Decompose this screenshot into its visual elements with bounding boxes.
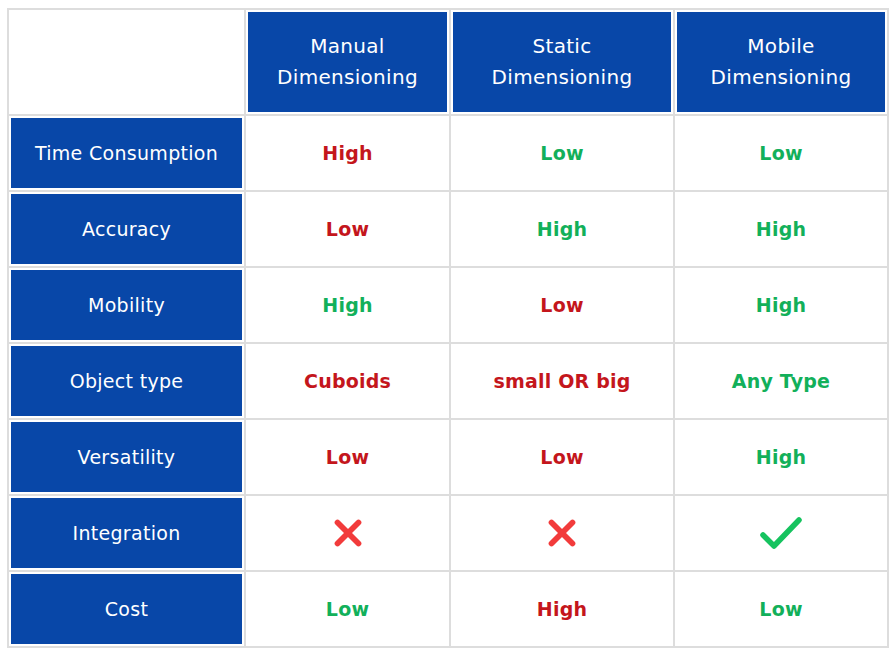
cell-value: High [674, 419, 888, 495]
row-header-object-type: Object type [8, 343, 245, 419]
cell-value: Low [674, 115, 888, 191]
column-header-label: Mobile Dimensioning [701, 31, 861, 93]
row-header-versatility: Versatility [8, 419, 245, 495]
cell-value: High [450, 191, 674, 267]
cell-value: Any Type [674, 343, 888, 419]
table-row-versatility: Versatility Low Low High [8, 419, 888, 495]
row-header-integration: Integration [8, 495, 245, 571]
cell-value: small OR big [450, 343, 674, 419]
cell-value: High [674, 267, 888, 343]
cell-value: Low [450, 267, 674, 343]
column-header-static: Static Dimensioning [450, 9, 674, 115]
row-header-cost: Cost [8, 571, 245, 647]
table-row-cost: Cost Low High Low [8, 571, 888, 647]
column-header-manual: Manual Dimensioning [245, 9, 450, 115]
table-row-object-type: Object type Cuboids small OR big Any Typ… [8, 343, 888, 419]
cell-value: High [245, 115, 450, 191]
cell-icon [450, 495, 674, 571]
cell-value: Low [245, 419, 450, 495]
column-header-label: Manual Dimensioning [268, 31, 428, 93]
cell-value: High [674, 191, 888, 267]
cell-value: Low [245, 571, 450, 647]
table-row-time-consumption: Time Consumption High Low Low [8, 115, 888, 191]
column-header-label: Static Dimensioning [482, 31, 642, 93]
corner-spacer [8, 9, 245, 115]
table-row-integration: Integration [8, 495, 888, 571]
cell-value: Low [450, 115, 674, 191]
cell-value: Cuboids [245, 343, 450, 419]
table-row-accuracy: Accuracy Low High High [8, 191, 888, 267]
row-header-time-consumption: Time Consumption [8, 115, 245, 191]
cell-icon [674, 495, 888, 571]
cell-value: Low [245, 191, 450, 267]
row-header-mobility: Mobility [8, 267, 245, 343]
check-icon [755, 512, 807, 554]
cell-value: Low [674, 571, 888, 647]
cell-icon [245, 495, 450, 571]
comparison-table: Manual Dimensioning Static Dimensioning … [7, 8, 889, 648]
comparison-infographic: Manual Dimensioning Static Dimensioning … [0, 0, 892, 651]
row-header-accuracy: Accuracy [8, 191, 245, 267]
cell-value: Low [450, 419, 674, 495]
cross-icon [327, 512, 369, 554]
column-header-mobile: Mobile Dimensioning [674, 9, 888, 115]
cross-icon [541, 512, 583, 554]
cell-value: High [245, 267, 450, 343]
header-row: Manual Dimensioning Static Dimensioning … [8, 9, 888, 115]
table-row-mobility: Mobility High Low High [8, 267, 888, 343]
cell-value: High [450, 571, 674, 647]
